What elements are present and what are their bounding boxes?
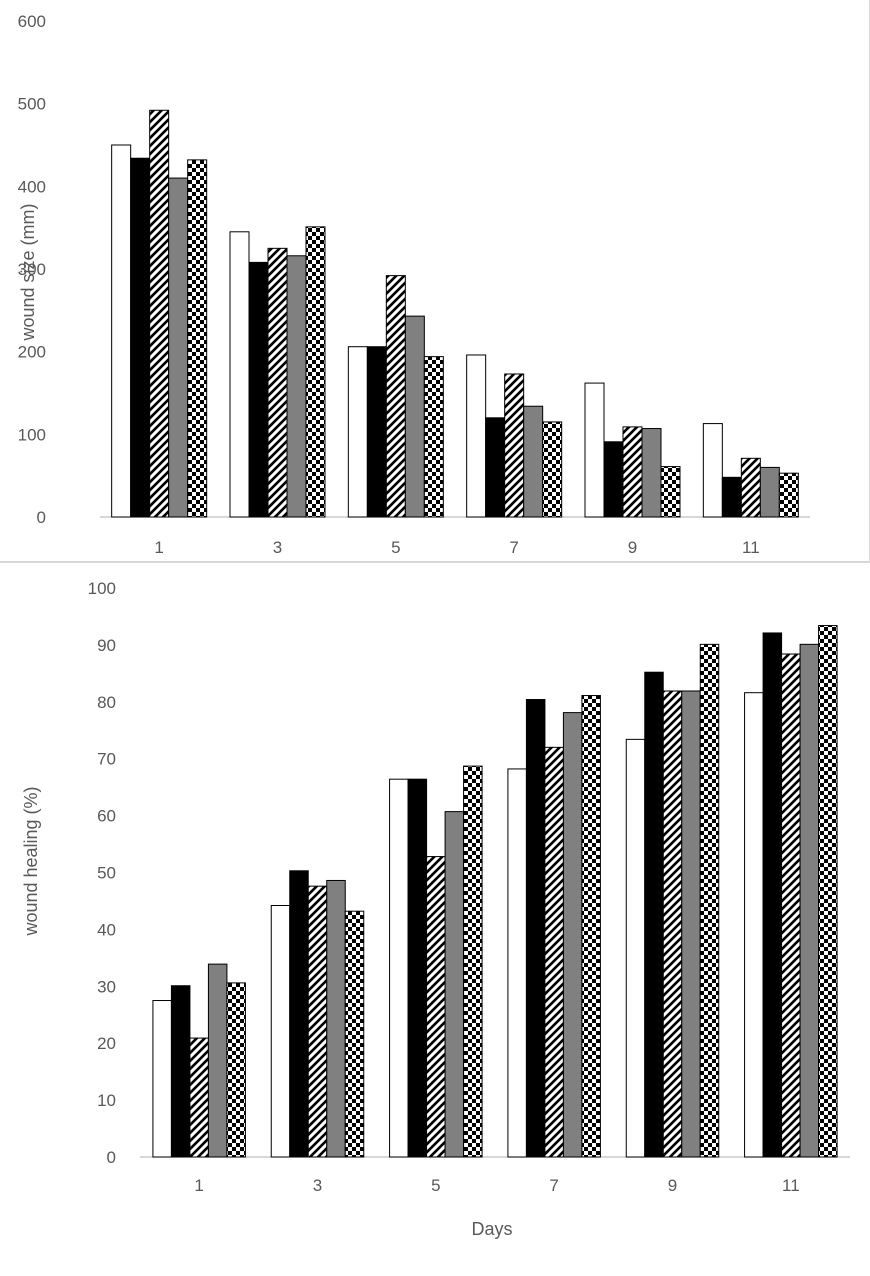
bar-day-11-series-2 [721, 476, 742, 518]
bar-day-3-series-4 [326, 879, 346, 1158]
bar-day-1-series-4 [168, 177, 189, 518]
bar-day-1-series-1 [111, 144, 132, 518]
bar-day-11-series-1 [702, 423, 723, 518]
y-tick-label: 30 [97, 977, 116, 996]
y-tick-label: 20 [97, 1034, 116, 1053]
y-tick-label: 70 [97, 750, 116, 769]
y-tick-label: 500 [18, 95, 46, 114]
bar-day-5-series-4 [444, 811, 465, 1158]
y-tick-label: 200 [18, 343, 46, 362]
bar-day-9-series-5 [660, 466, 681, 518]
bar-day-5-series-5 [463, 765, 483, 1158]
x-tick-label: 5 [431, 1176, 440, 1195]
bar-day-1-series-3 [189, 1037, 209, 1158]
y-tick-label: 50 [97, 864, 116, 883]
x-tick-label: 11 [782, 1176, 800, 1195]
y-tick-label: 0 [37, 508, 46, 527]
x-tick-label: 7 [549, 1176, 558, 1195]
bar-day-1-series-4 [207, 963, 228, 1158]
bar-day-1-series-3 [149, 109, 170, 518]
y-axis-title: wound healing (%) [21, 786, 41, 936]
bar-day-5-series-5 [423, 356, 444, 518]
bar-day-7-series-5 [581, 695, 601, 1158]
y-tick-label: 100 [88, 579, 116, 598]
y-tick-label: 60 [97, 807, 116, 826]
y-tick-label: 0 [107, 1148, 116, 1167]
bar-day-3-series-3 [307, 885, 328, 1158]
bar-day-11-series-4 [799, 643, 820, 1158]
bar-day-11-series-5 [778, 472, 799, 518]
bar-day-9-series-4 [641, 428, 662, 518]
y-tick-label: 80 [97, 693, 116, 712]
x-axis-title: Days [471, 1219, 512, 1239]
y-tick-label: 10 [97, 1091, 116, 1110]
wound-size-chart: 0 100 200 300 400 500 600 wound size (mm) 1 3 5 7 9 1… [18, 12, 810, 557]
bar-day-7-series-1 [466, 354, 487, 518]
bar-day-9-series-5 [699, 643, 720, 1158]
wound-healing-chart-panel: 0 10 20 30 40 50 60 70 80 90 100 wound healing (%) 1… [0, 562, 870, 1270]
bar-day-11-series-4 [759, 466, 780, 518]
bar-day-3-series-2 [248, 261, 269, 518]
bar-day-1-series-5 [187, 159, 208, 518]
bar-day-7-series-2 [485, 417, 506, 518]
x-tick-label: 3 [313, 1176, 322, 1195]
y-axis-title: wound size (mm) [18, 203, 38, 341]
bar-day-7-series-3 [544, 746, 564, 1158]
bar-day-11-series-3 [781, 653, 801, 1158]
bar-day-1-series-2 [130, 157, 151, 518]
bar-day-11-series-3 [740, 457, 761, 518]
y-tick-label: 300 [18, 260, 46, 279]
bar-day-5-series-2 [407, 778, 428, 1158]
bar-day-9-series-1 [625, 738, 646, 1158]
bar-day-7-series-2 [525, 699, 546, 1158]
x-tick-label: 11 [742, 538, 760, 557]
x-tick-label: 1 [154, 538, 163, 557]
bar-day-7-series-1 [507, 768, 527, 1158]
y-tick-label: 100 [18, 425, 46, 444]
bar-day-5-series-1 [389, 778, 409, 1158]
bar-day-5-series-2 [366, 346, 387, 518]
bar-day-9-series-4 [681, 690, 701, 1158]
bar-day-3-series-4 [286, 255, 307, 518]
bar-day-3-series-1 [270, 905, 291, 1158]
bar-day-3-series-2 [289, 870, 309, 1158]
y-tick-label: 40 [97, 920, 116, 939]
bar-day-7-series-4 [562, 712, 583, 1158]
bar-day-3-series-3 [267, 247, 288, 518]
wound-healing-chart: 0 10 20 30 40 50 60 70 80 90 100 wound healing (%) 1… [21, 579, 850, 1239]
x-tick-label: 9 [668, 1176, 677, 1195]
bar-day-3-series-1 [229, 231, 250, 518]
bar-day-11-series-2 [762, 632, 783, 1158]
bar-day-9-series-2 [644, 671, 664, 1158]
bar-day-1-series-2 [170, 985, 191, 1158]
x-tick-label: 5 [391, 538, 400, 557]
bar-day-5-series-3 [426, 856, 446, 1158]
bar-day-11-series-1 [744, 692, 764, 1158]
bar-day-5-series-4 [404, 315, 425, 518]
x-tick-label: 1 [194, 1176, 203, 1195]
bar-day-9-series-1 [584, 382, 605, 518]
y-tick-label: 90 [97, 636, 116, 655]
bar-day-9-series-3 [662, 690, 683, 1158]
x-tick-label: 9 [628, 538, 637, 557]
bar-day-1-series-1 [152, 1000, 172, 1158]
bar-day-7-series-4 [523, 405, 544, 518]
bar-day-3-series-5 [305, 226, 326, 518]
y-tick-label: 400 [18, 177, 46, 196]
wound-size-chart-panel: 0 100 200 300 400 500 600 wound size (mm) 1 3 5 7 9 1… [0, 0, 870, 562]
bar-day-9-series-3 [622, 426, 643, 518]
bar-day-7-series-5 [542, 421, 563, 518]
bar-day-3-series-5 [344, 910, 365, 1158]
bar-day-11-series-5 [818, 625, 838, 1158]
bar-day-9-series-2 [603, 441, 624, 518]
bar-day-1-series-5 [226, 982, 246, 1158]
x-tick-label: 7 [509, 538, 518, 557]
bar-day-7-series-3 [504, 373, 525, 518]
bar-day-5-series-3 [385, 275, 406, 518]
bar-day-5-series-1 [347, 346, 368, 518]
y-tick-label: 600 [18, 12, 46, 31]
x-tick-label: 3 [273, 538, 282, 557]
